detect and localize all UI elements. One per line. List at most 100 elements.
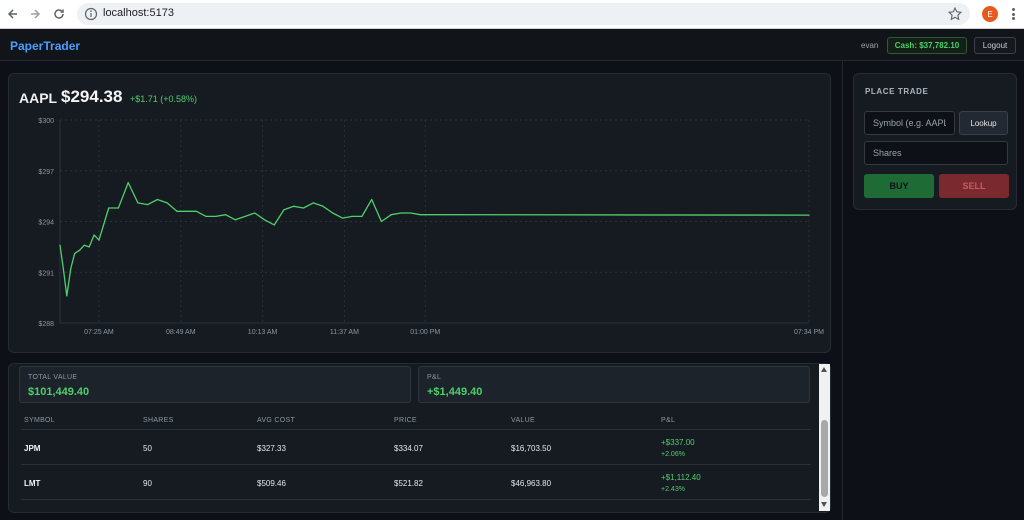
symbol-input[interactable] xyxy=(864,111,955,135)
price-point xyxy=(215,215,217,218)
browser-toolbar: localhost:5173 E xyxy=(0,0,1024,29)
cell-symbol: LMT xyxy=(24,479,41,488)
price-point xyxy=(273,224,275,226)
cell-value: $46,963.80 xyxy=(511,479,552,488)
price-point xyxy=(127,181,129,184)
current-price: $294.38 xyxy=(61,87,123,106)
table-row[interactable]: LMT 90 $509.46 $521.82 $46,963.80 +$1,11… xyxy=(21,465,811,500)
cash-badge: Cash: $37,782.10 xyxy=(887,37,967,54)
price-point xyxy=(147,203,149,206)
price-point xyxy=(70,268,72,270)
scroll-down-arrow-icon[interactable] xyxy=(821,502,827,507)
buy-button[interactable]: BUY xyxy=(864,174,934,198)
price-point xyxy=(254,212,256,214)
x-tick-label: 10:13 AM xyxy=(248,329,278,336)
price-point xyxy=(234,219,236,221)
total-value: $101,449.40 xyxy=(28,386,90,398)
cell-avg-cost: $509.46 xyxy=(257,479,286,488)
column-header-pl[interactable]: P&L xyxy=(661,417,676,424)
price-point xyxy=(293,205,295,207)
portfolio-scrollbar[interactable] xyxy=(819,364,830,511)
price-point xyxy=(59,244,61,246)
price-point xyxy=(176,210,178,212)
price-change: +$1.71 (+0.58%) xyxy=(130,94,198,104)
price-point xyxy=(166,202,168,204)
shares-input[interactable] xyxy=(864,141,1008,165)
price-point xyxy=(224,214,227,216)
x-tick-label: 01:00 PM xyxy=(410,329,440,336)
price-point xyxy=(332,212,334,214)
url-text[interactable]: localhost:5173 xyxy=(103,7,174,19)
y-tick-label: $288 xyxy=(38,321,54,328)
price-point xyxy=(400,212,402,214)
portfolio-panel: TOTAL VALUE $101,449.40 P&L +$1,449.40 S… xyxy=(8,363,831,513)
cell-pl: +$1,112.40 xyxy=(661,473,701,482)
column-header-shares[interactable]: SHARES xyxy=(143,417,174,424)
lookup-button[interactable]: Lookup xyxy=(959,111,1008,135)
price-point xyxy=(186,210,188,212)
x-tick-label: 07:25 AM xyxy=(84,329,114,336)
pl-card: P&L +$1,449.40 xyxy=(418,366,810,403)
cell-avg-cost: $327.33 xyxy=(257,444,286,453)
price-point xyxy=(98,239,100,241)
price-point xyxy=(351,215,353,218)
price-point xyxy=(263,219,266,221)
price-point xyxy=(424,214,426,216)
table-row[interactable]: JPM 50 $327.33 $334.07 $16,703.50 +$337.… xyxy=(21,430,811,465)
x-tick-label: 11:37 AM xyxy=(330,329,359,336)
column-header-value[interactable]: VALUE xyxy=(511,417,535,424)
bookmark-star-icon[interactable] xyxy=(947,6,963,22)
y-tick-label: $294 xyxy=(38,220,54,227)
price-point xyxy=(390,214,392,216)
price-chart-panel: AAPL $294.38 +$1.71 (+0.58%) $300 $297 $29… xyxy=(8,73,831,353)
price-point xyxy=(341,217,344,219)
trade-panel-title: PLACE TRADE xyxy=(865,87,929,96)
cell-symbol: JPM xyxy=(24,444,41,453)
price-point xyxy=(808,214,810,216)
brand-logo[interactable]: PaperTrader xyxy=(10,39,81,53)
price-point xyxy=(88,246,90,248)
trade-panel: PLACE TRADE Lookup BUY SELL xyxy=(853,73,1017,210)
logout-button[interactable]: Logout xyxy=(974,37,1016,54)
cell-price: $521.82 xyxy=(394,479,423,488)
price-series-line xyxy=(59,181,810,297)
x-tick-label: 08:49 AM xyxy=(166,329,196,336)
cell-shares: 50 xyxy=(143,444,152,453)
price-point xyxy=(93,234,95,236)
price-point xyxy=(283,209,285,211)
browser-menu-icon[interactable] xyxy=(1008,6,1018,22)
sell-button[interactable]: SELL xyxy=(939,174,1009,198)
cell-pl-percent: +2.43% xyxy=(661,486,685,493)
price-point xyxy=(244,215,246,218)
scroll-up-arrow-icon[interactable] xyxy=(821,367,827,372)
price-point xyxy=(156,198,158,201)
price-point xyxy=(117,207,120,209)
column-header-price[interactable]: PRICE xyxy=(394,417,417,424)
holdings-table-header: SYMBOL SHARES AVG COST PRICE VALUE P&L xyxy=(21,417,811,430)
back-arrow-icon[interactable] xyxy=(3,4,23,24)
price-point xyxy=(312,202,314,204)
app-header: PaperTrader evan Cash: $37,782.10 Logout xyxy=(0,29,1024,61)
x-tick-label: 07:34 PM xyxy=(794,329,824,336)
price-point xyxy=(66,295,68,297)
column-header-avg-cost[interactable]: AVG COST xyxy=(257,417,296,424)
pl-value: +$1,449.40 xyxy=(427,386,483,398)
price-point xyxy=(419,214,421,216)
cell-value: $16,703.50 xyxy=(511,444,552,453)
y-tick-label: $297 xyxy=(38,169,54,176)
address-bar[interactable]: localhost:5173 xyxy=(77,3,970,25)
total-value-card: TOTAL VALUE $101,449.40 xyxy=(19,366,411,403)
price-point xyxy=(108,207,110,209)
cell-price: $334.07 xyxy=(394,444,423,453)
price-point xyxy=(205,215,207,218)
price-point xyxy=(361,215,363,218)
forward-arrow-icon[interactable] xyxy=(25,4,45,24)
scroll-thumb[interactable] xyxy=(821,420,828,497)
price-chart[interactable]: $300 $297 $294 $291 $288 07:25 AM 08:49 AM 10:1… xyxy=(9,114,832,344)
profile-avatar[interactable]: E xyxy=(982,6,998,22)
price-point xyxy=(322,205,324,207)
site-info-icon[interactable] xyxy=(84,7,98,21)
reload-icon[interactable] xyxy=(49,4,69,24)
column-header-symbol[interactable]: SYMBOL xyxy=(24,417,55,424)
pl-label: P&L xyxy=(427,374,442,381)
